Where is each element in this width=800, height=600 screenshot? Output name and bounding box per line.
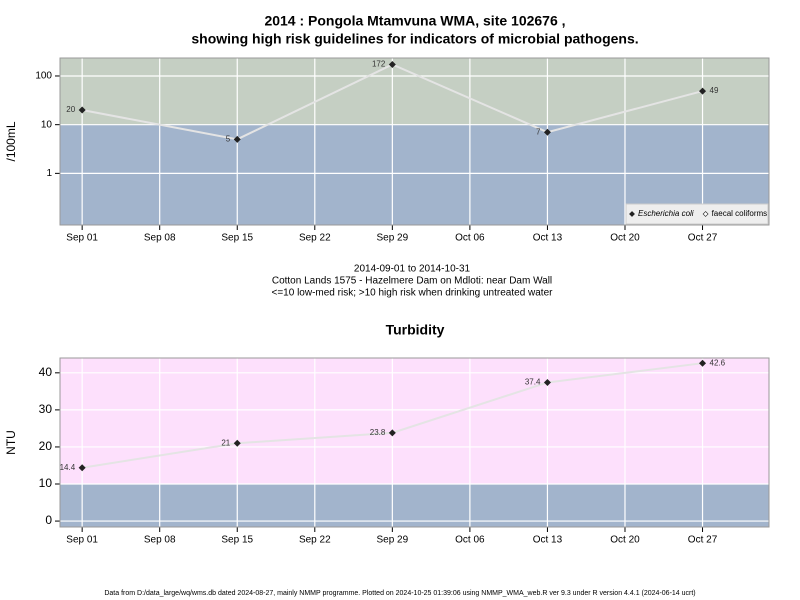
x-tick-label: Oct 13 [533, 535, 563, 546]
data-point [78, 106, 86, 114]
footer: Data from D:/data_large/wq/wms.db dated … [104, 590, 695, 597]
data-point [388, 429, 396, 437]
data-label: 37.4 [525, 378, 541, 387]
y-tick-label: 10 [41, 119, 53, 130]
chart-title: showing high risk guidelines for indicat… [191, 31, 638, 47]
data-point [699, 359, 707, 367]
x-tick-label: Sep 29 [376, 535, 408, 546]
legend-label: faecal coliforms [712, 209, 768, 218]
data-label: 172 [372, 60, 386, 69]
note: Cotton Lands 1575 - Hazelmere Dam on Mdl… [272, 276, 552, 287]
x-tick-label: Oct 13 [533, 233, 563, 244]
band-below [60, 484, 769, 527]
x-tick-label: Sep 29 [376, 233, 408, 244]
x-tick-label: Oct 20 [610, 233, 640, 244]
x-tick-label: Sep 01 [66, 233, 98, 244]
y-tick-label: 0 [45, 513, 52, 527]
x-tick-label: Sep 22 [299, 535, 331, 546]
data-label: 14.4 [60, 463, 76, 472]
x-tick-label: Oct 06 [455, 233, 485, 244]
x-tick-label: Sep 01 [66, 535, 98, 546]
data-point [388, 61, 396, 69]
x-tick-label: Oct 20 [610, 535, 640, 546]
y-axis-label: /100mL [4, 121, 18, 161]
y-tick-label: 1 [46, 168, 52, 179]
legend-marker [702, 211, 709, 217]
x-tick-label: Oct 06 [455, 535, 485, 546]
data-point [78, 464, 86, 472]
x-tick-label: Sep 15 [221, 233, 253, 244]
x-tick-label: Oct 27 [688, 233, 718, 244]
band-above [60, 58, 769, 125]
data-point [543, 128, 551, 136]
y-axis-label: NTU [4, 430, 18, 455]
x-tick-label: Sep 08 [144, 233, 176, 244]
chart-title: Turbidity [386, 322, 445, 338]
y-tick-label: 10 [39, 476, 53, 490]
data-label: 20 [66, 105, 75, 114]
data-point [699, 87, 707, 95]
legend-label: Escherichia coli [638, 209, 694, 218]
data-label: 49 [710, 86, 719, 95]
data-label: 5 [226, 134, 231, 143]
data-point [543, 378, 551, 386]
chart-title: 2014 : Pongola Mtamvuna WMA, site 102676… [264, 13, 565, 29]
y-tick-label: 30 [39, 402, 53, 416]
data-point [233, 439, 241, 447]
x-tick-label: Sep 08 [144, 535, 176, 546]
note: 2014-09-01 to 2014-10-31 [354, 264, 471, 275]
plot-frame [59, 357, 770, 528]
y-tick-label: 20 [39, 439, 53, 453]
band-above [60, 358, 769, 485]
x-tick-label: Sep 15 [221, 535, 253, 546]
data-label: 7 [536, 127, 541, 136]
x-tick-label: Oct 27 [688, 535, 718, 546]
legend-box [625, 203, 769, 225]
data-label: 42.6 [710, 358, 726, 367]
data-label: 23.8 [370, 428, 386, 437]
x-tick-label: Sep 22 [299, 233, 331, 244]
data-point [233, 135, 241, 143]
note: <=10 low-med risk; >10 high risk when dr… [272, 288, 554, 299]
y-tick-label: 40 [39, 365, 53, 379]
data-label: 21 [221, 438, 230, 447]
plot-frame [59, 57, 770, 226]
y-tick-label: 100 [35, 71, 52, 82]
legend-marker [629, 211, 635, 217]
